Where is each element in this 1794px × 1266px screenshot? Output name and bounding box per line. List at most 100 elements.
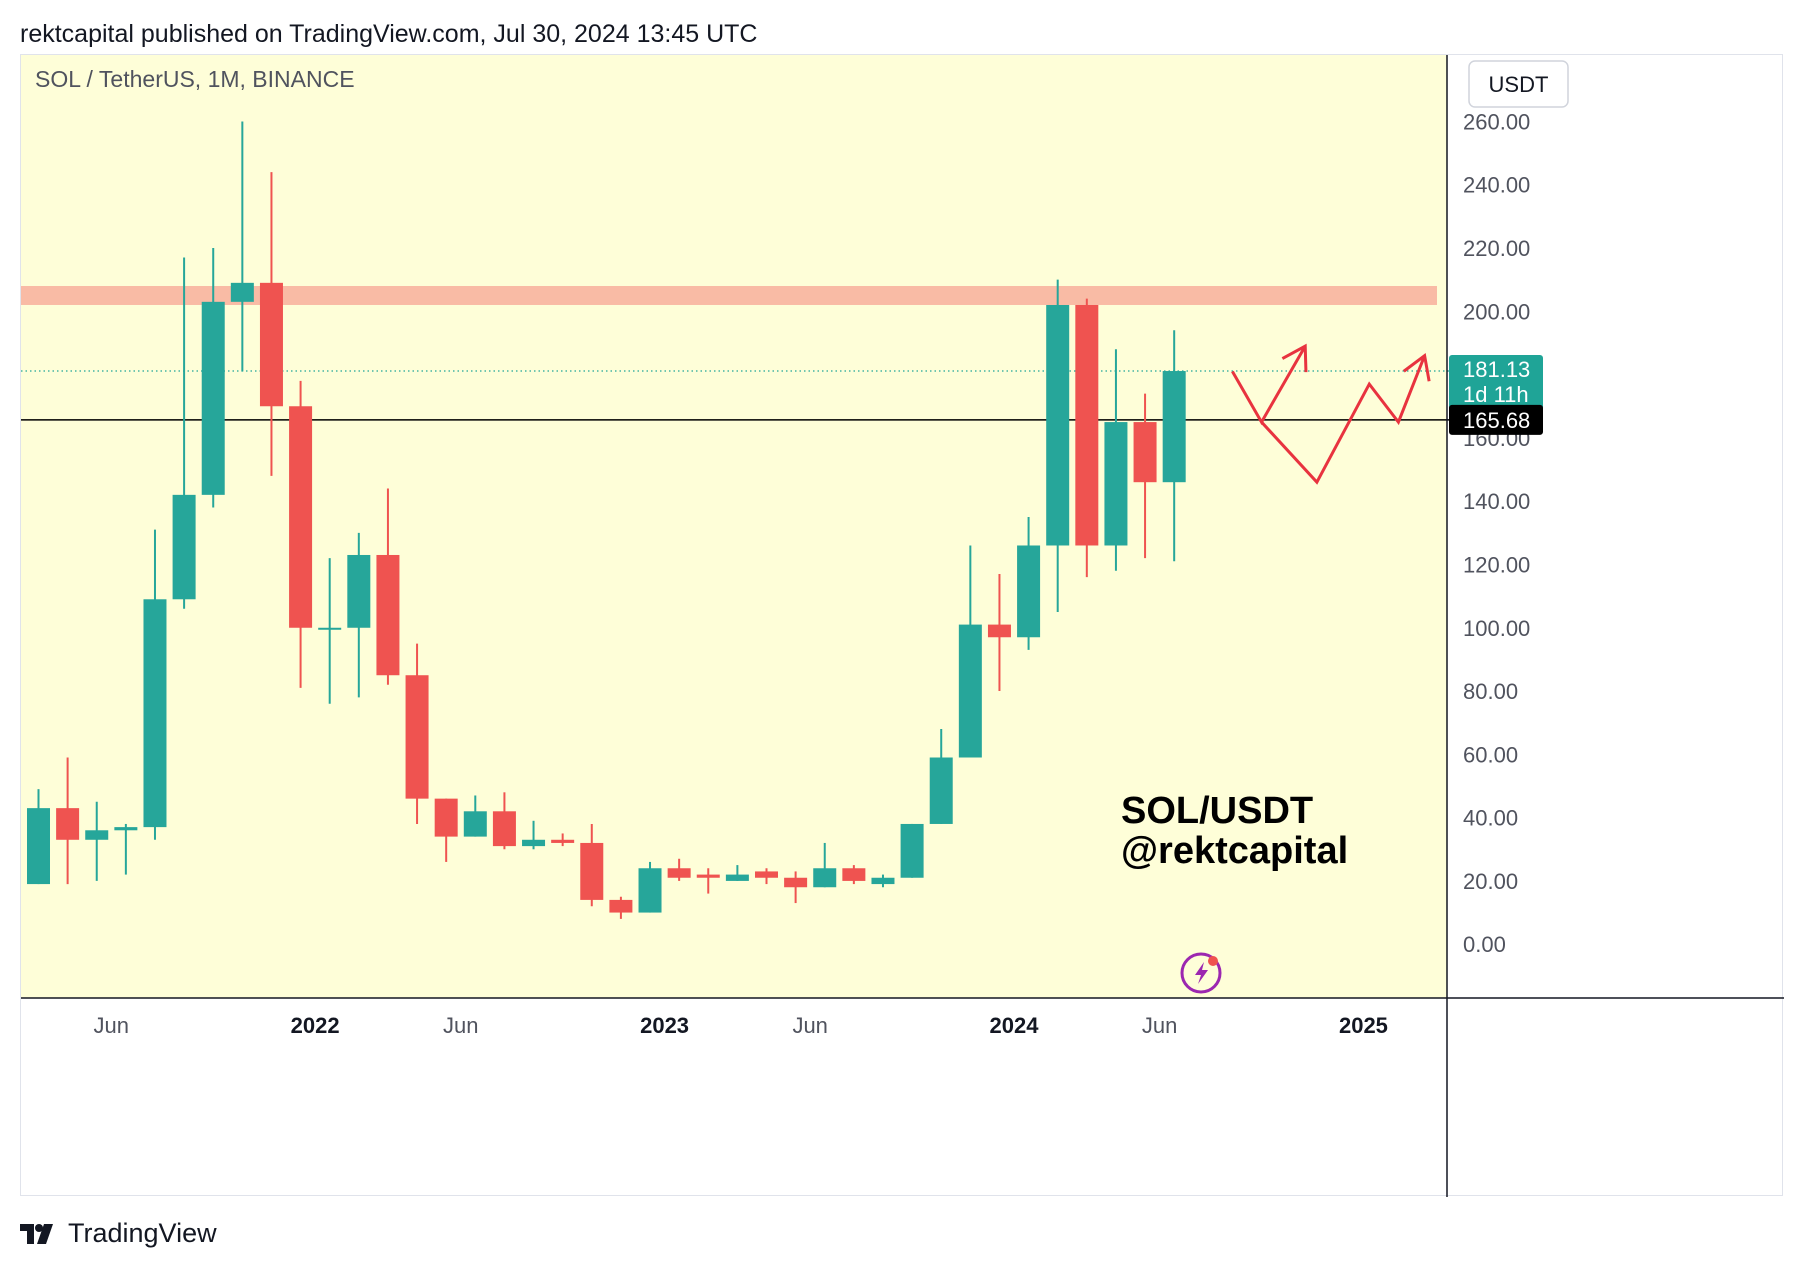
x-tick-label: 2022 <box>291 1013 340 1038</box>
candle-2021-09 <box>259 172 283 476</box>
candle-2023-04 <box>813 842 837 888</box>
projection-arrowhead-2 <box>1402 352 1431 382</box>
candle-body <box>56 808 80 840</box>
candle-body <box>871 877 895 885</box>
candle-2024-03 <box>1133 393 1157 559</box>
x-tick-label: Jun <box>443 1013 478 1038</box>
candle-body <box>987 624 1011 638</box>
x-tick-label: 2024 <box>990 1013 1040 1038</box>
candle-2024-02 <box>1104 349 1128 571</box>
y-tick-label: 40.00 <box>1463 806 1518 831</box>
y-tick-label: 60.00 <box>1463 742 1518 767</box>
currency-button[interactable]: USDT <box>1468 60 1569 108</box>
candle-2021-06 <box>172 257 196 609</box>
candle-body <box>1046 304 1070 546</box>
candle-2023-11 <box>1017 517 1041 650</box>
candle-2022-12 <box>696 868 720 894</box>
candle-2023-05 <box>842 865 866 885</box>
candle-2022-02 <box>405 643 429 824</box>
candle-2023-12 <box>1046 279 1070 612</box>
candle-body <box>463 811 487 837</box>
candle-body <box>813 868 837 888</box>
y-tick-label: 260.00 <box>1463 109 1530 134</box>
tradingview-brand: TradingView <box>68 1218 217 1248</box>
candle-body <box>259 282 283 407</box>
candle-2022-08 <box>580 823 604 907</box>
candle-body <box>609 899 633 913</box>
tradingview-logo[interactable]: TradingView <box>20 1218 217 1249</box>
candle-2023-10 <box>987 573 1011 692</box>
watermark-handle: @rektcapital <box>1121 830 1348 872</box>
candle-body <box>551 839 575 843</box>
lightning-icon[interactable] <box>1180 952 1222 994</box>
y-tick-label: 220.00 <box>1463 236 1530 261</box>
support-price-value: 165.68 <box>1463 408 1530 433</box>
candle-2023-03 <box>784 871 808 904</box>
current-price-value: 181.13 <box>1463 357 1530 382</box>
candle-body <box>376 554 400 676</box>
candle-2022-06 <box>522 820 546 850</box>
candle-2023-07 <box>900 823 924 878</box>
candle-2022-10 <box>638 861 662 913</box>
chart-title: SOL / TetherUS, 1M, BINANCE <box>35 66 355 92</box>
y-tick-label: 20.00 <box>1463 869 1518 894</box>
candle-2021-01 <box>27 789 50 885</box>
y-tick-label: 200.00 <box>1463 299 1530 324</box>
candle-body <box>289 406 313 628</box>
candle-2023-09 <box>958 545 982 758</box>
candle-body <box>1104 422 1128 546</box>
candle-body <box>1075 304 1099 546</box>
candle-body <box>85 830 109 840</box>
candle-body <box>230 282 254 302</box>
candle-2021-12 <box>347 532 371 698</box>
candle-body <box>347 554 371 628</box>
candle-2021-04 <box>114 823 138 875</box>
x-tick-label: 2025 <box>1339 1013 1388 1038</box>
candle-body <box>1162 371 1186 483</box>
chart-area[interactable]: SOL / TetherUS, 1M, BINANCE SOL/USDT @re… <box>20 54 1784 1197</box>
candle-body <box>172 494 196 600</box>
candle-2022-09 <box>609 896 633 919</box>
candle-body <box>27 808 50 885</box>
candle-body <box>1133 422 1157 483</box>
candle-2024-04 <box>1162 330 1186 562</box>
price-axis[interactable]: 260.00240.00220.00200.00180.00160.00140.… <box>1463 109 1530 957</box>
projection-arrows <box>1231 343 1431 485</box>
support-price-tag: 165.68 <box>1449 404 1543 435</box>
candle-body <box>492 811 516 847</box>
candles-group <box>27 121 1186 919</box>
candle-body <box>900 823 924 878</box>
y-tick-label: 120.00 <box>1463 552 1530 577</box>
candle-2021-03 <box>85 801 109 881</box>
currency-label: USDT <box>1489 72 1549 97</box>
candle-body <box>405 675 429 799</box>
candle-2023-02 <box>755 868 778 885</box>
candle-body <box>201 301 225 495</box>
time-axis[interactable]: Jun 2022 Jun 2023 Jun 2024 Jun 2025 <box>94 1013 1388 1038</box>
candlestick-chart[interactable]: SOL / TetherUS, 1M, BINANCE SOL/USDT @re… <box>21 55 1784 1197</box>
y-tick-label: 100.00 <box>1463 616 1530 641</box>
candle-2023-06 <box>871 874 895 888</box>
candle-body <box>143 599 167 828</box>
candle-body <box>1017 545 1041 638</box>
candle-body <box>667 868 691 878</box>
candle-2023-01 <box>725 865 749 881</box>
candle-body <box>958 624 982 758</box>
candle-body <box>842 868 866 881</box>
candle-countdown: 1d 11h <box>1463 382 1529 407</box>
candle-2022-03 <box>434 798 458 862</box>
publish-header: rektcapital published on TradingView.com… <box>20 20 758 48</box>
candle-2021-08 <box>230 121 254 372</box>
x-tick-label: Jun <box>1142 1013 1177 1038</box>
x-tick-label: Jun <box>94 1013 129 1038</box>
candle-body <box>638 868 662 913</box>
x-tick-label: 2023 <box>640 1013 689 1038</box>
candle-body <box>580 842 604 900</box>
candle-2022-07 <box>551 833 575 847</box>
candle-body <box>522 839 546 847</box>
projection-path-2 <box>1260 355 1427 485</box>
candle-2021-02 <box>56 757 80 885</box>
candle-body <box>696 874 720 878</box>
candle-2022-01 <box>376 488 400 685</box>
